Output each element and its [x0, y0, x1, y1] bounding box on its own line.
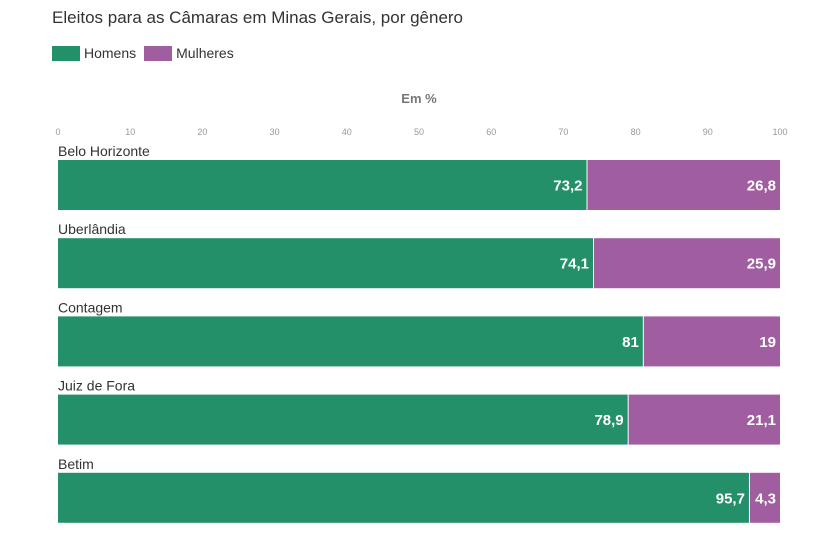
bar-mulheres-0	[587, 160, 780, 210]
bar-mulheres-2	[643, 316, 780, 367]
legend-label-mulheres: Mulheres	[176, 45, 234, 61]
tick-label: 30	[270, 127, 280, 137]
data-label: 73,2	[553, 178, 582, 195]
legend: Homens Mulheres	[52, 45, 242, 61]
category-label: Juiz de Fora	[58, 378, 135, 394]
legend-label-homens: Homens	[84, 45, 137, 61]
bar-homens-0	[58, 160, 587, 210]
bar-homens-1	[58, 238, 594, 289]
tick-label: 100	[772, 127, 787, 137]
data-label: 26,8	[747, 178, 776, 195]
tick-label: 60	[486, 127, 496, 137]
bar-mulheres-1	[594, 238, 780, 289]
category-label: Uberlândia	[58, 221, 126, 237]
data-label: 78,9	[594, 412, 623, 429]
bar-homens-4	[58, 472, 749, 523]
tick-label: 10	[125, 127, 135, 137]
legend-item-mulheres: Mulheres	[144, 45, 234, 61]
legend-swatch-homens	[52, 45, 80, 61]
tick-label: 50	[414, 127, 424, 137]
category-label: Belo Horizonte	[58, 143, 150, 159]
tick-label: 70	[558, 127, 568, 137]
axis-label: Em %	[401, 91, 437, 106]
tick-label: 0	[55, 127, 60, 137]
data-label: 81	[622, 334, 639, 351]
data-label: 4,3	[755, 490, 776, 507]
data-label: 19	[759, 334, 776, 351]
chart-title: Eleitos para as Câmaras em Minas Gerais,…	[52, 8, 464, 27]
data-label: 21,1	[747, 412, 776, 429]
category-label: Contagem	[58, 299, 123, 315]
legend-item-homens: Homens	[52, 45, 136, 61]
category-label: Betim	[58, 456, 94, 472]
tick-label: 80	[631, 127, 641, 137]
bar-homens-2	[58, 316, 643, 367]
bar-mulheres-4	[749, 472, 780, 523]
tick-label: 40	[342, 127, 352, 137]
bar-homens-3	[58, 394, 628, 445]
bar-mulheres-3	[628, 394, 780, 445]
data-label: 25,9	[747, 256, 776, 273]
tick-label: 90	[703, 127, 713, 137]
data-label: 95,7	[716, 490, 745, 507]
data-label: 74,1	[560, 256, 589, 273]
legend-swatch-mulheres	[144, 45, 173, 61]
tick-label: 20	[197, 127, 207, 137]
